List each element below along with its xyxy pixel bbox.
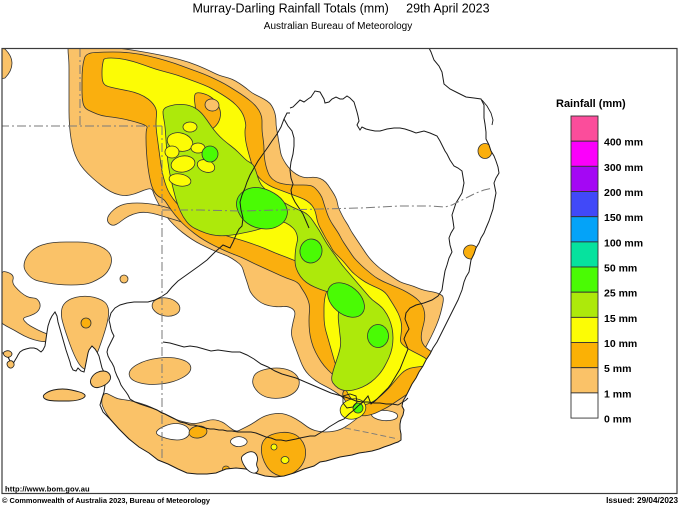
svg-text:Australian Bureau of Meteorolo: Australian Bureau of Meteorology (264, 21, 412, 32)
svg-text:400 mm: 400 mm (604, 137, 643, 149)
svg-text:0 mm: 0 mm (604, 414, 631, 426)
svg-text:Murray-Darling Rainfall Totals: Murray-Darling Rainfall Totals (mm) 29th… (192, 2, 489, 16)
svg-text:200 mm: 200 mm (604, 187, 643, 199)
svg-text:http://www.bom.gov.au: http://www.bom.gov.au (5, 485, 90, 494)
svg-text:300 mm: 300 mm (604, 162, 643, 174)
svg-text:25 mm: 25 mm (604, 288, 637, 300)
svg-text:1 mm: 1 mm (604, 388, 631, 400)
svg-text:5 mm: 5 mm (604, 363, 631, 375)
svg-text:© Commonwealth of Australia 20: © Commonwealth of Australia 2023, Bureau… (2, 496, 211, 505)
svg-text:150 mm: 150 mm (604, 212, 643, 224)
svg-text:Rainfall (mm): Rainfall (mm) (556, 98, 626, 110)
svg-text:50 mm: 50 mm (604, 263, 637, 275)
svg-text:100 mm: 100 mm (604, 237, 643, 249)
svg-text:Issued: 29/04/2023: Issued: 29/04/2023 (606, 496, 678, 505)
svg-text:10 mm: 10 mm (604, 338, 637, 350)
svg-text:15 mm: 15 mm (604, 313, 637, 325)
